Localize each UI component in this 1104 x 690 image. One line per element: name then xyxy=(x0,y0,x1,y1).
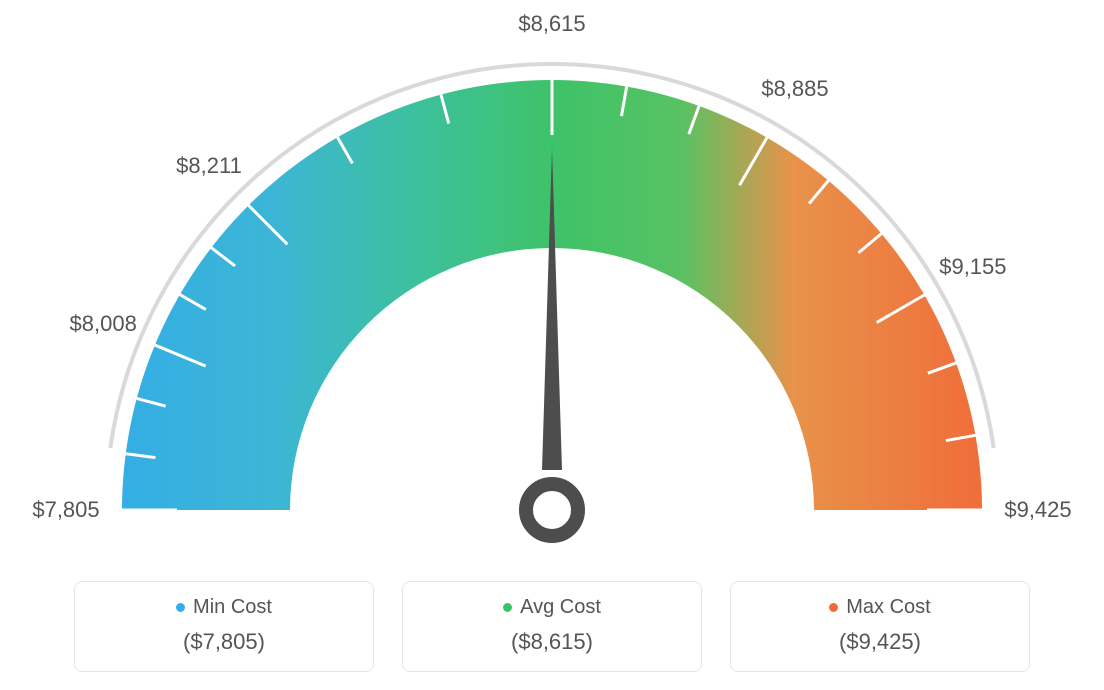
legend-title-max: Max Cost xyxy=(829,596,930,619)
gauge-tick-label: $7,805 xyxy=(32,497,99,523)
legend-title-text: Max Cost xyxy=(846,596,930,619)
legend-value-min: ($7,805) xyxy=(85,629,363,655)
dot-icon xyxy=(176,603,185,612)
legend-value-avg: ($8,615) xyxy=(413,629,691,655)
gauge-tick-label: $8,008 xyxy=(70,311,137,337)
gauge-svg xyxy=(0,0,1104,560)
legend-title-text: Avg Cost xyxy=(520,596,601,619)
gauge-tick-label: $8,615 xyxy=(518,11,585,37)
gauge-tick-label: $9,155 xyxy=(939,254,1006,280)
legend-card-min: Min Cost ($7,805) xyxy=(74,581,374,672)
dot-icon xyxy=(829,603,838,612)
legend-row: Min Cost ($7,805) Avg Cost ($8,615) Max … xyxy=(0,581,1104,672)
gauge-tick-label: $8,211 xyxy=(176,153,242,179)
legend-title-min: Min Cost xyxy=(176,596,272,619)
legend-card-max: Max Cost ($9,425) xyxy=(730,581,1030,672)
legend-value-max: ($9,425) xyxy=(741,629,1019,655)
legend-card-avg: Avg Cost ($8,615) xyxy=(402,581,702,672)
legend-title-avg: Avg Cost xyxy=(503,596,601,619)
dot-icon xyxy=(503,603,512,612)
gauge-tick-label: $9,425 xyxy=(1004,497,1071,523)
legend-title-text: Min Cost xyxy=(193,596,272,619)
gauge-chart: $7,805 $8,008 $8,211 $8,615 $8,885 $9,155 $9,4… xyxy=(0,0,1104,560)
gauge-hub xyxy=(526,484,578,536)
gauge-tick-label: $8,885 xyxy=(761,76,828,102)
